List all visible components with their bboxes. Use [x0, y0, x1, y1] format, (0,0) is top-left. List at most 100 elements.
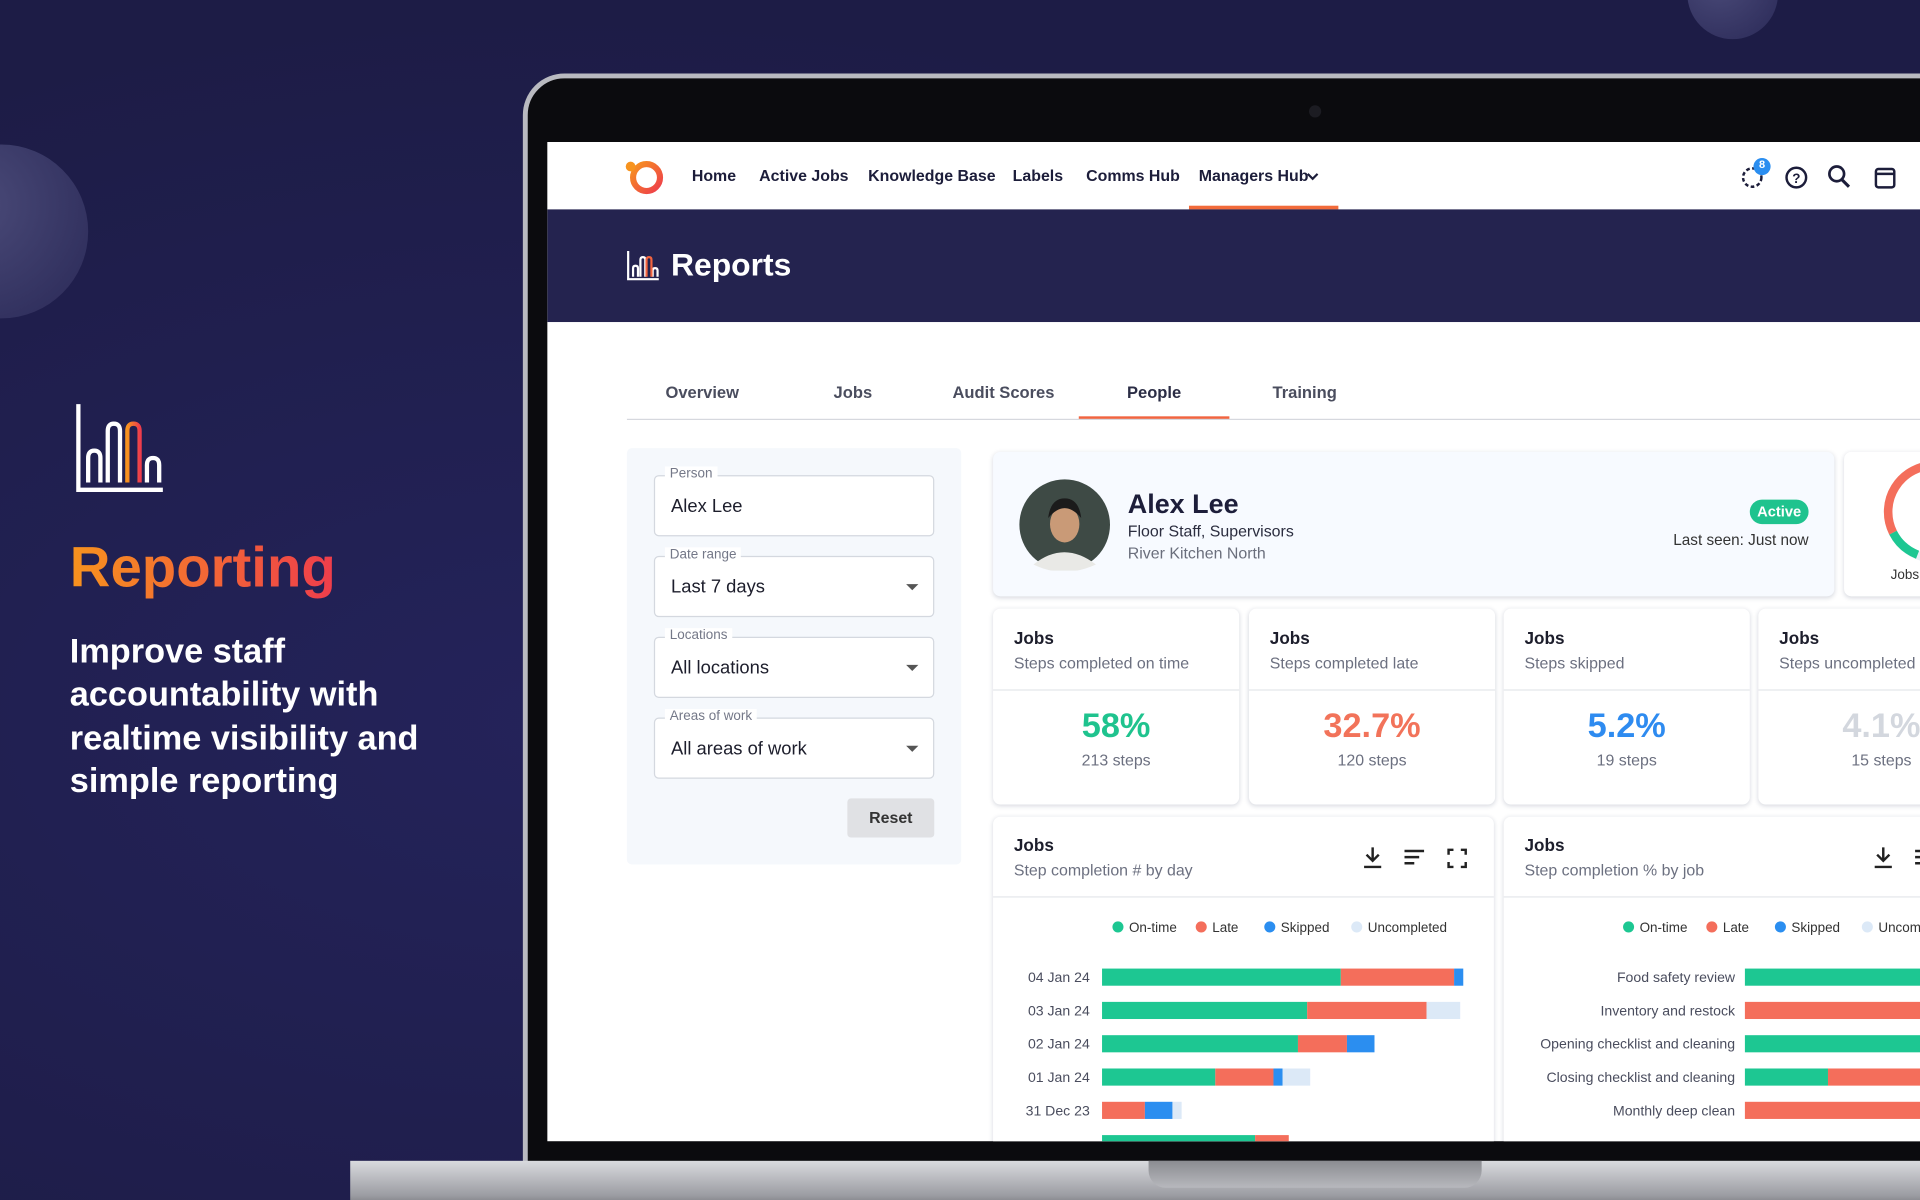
- stat-value: 5.2%: [1587, 706, 1666, 745]
- bar-segment: [1255, 1135, 1289, 1142]
- divider: [1503, 896, 1920, 898]
- bar-segment: [1144, 1101, 1173, 1119]
- areas-select[interactable]: Areas of work All areas of work: [653, 708, 935, 779]
- bar-segment: [1340, 968, 1455, 986]
- field-label: Areas of work: [664, 708, 758, 724]
- stat-detail: 15 steps: [1851, 750, 1912, 769]
- bar-segment: [1744, 1068, 1828, 1086]
- chart-card: Jobs Step completion % by job On-time Lat…: [1503, 816, 1920, 1142]
- stat-card: Jobs Steps uncompleted 4.1% 15 steps: [1758, 608, 1920, 805]
- nav-item[interactable]: Home: [691, 166, 737, 185]
- tab[interactable]: Audit Scores: [952, 383, 1055, 402]
- chart-plot: On-time Late Skipped Uncompleted 04 Jan 24 03…: [1026, 920, 1464, 1142]
- stat-title: Jobs: [1779, 628, 1820, 648]
- stat-subtitle: Steps completed on time: [1013, 653, 1190, 673]
- nav-item[interactable]: Knowledge Base: [868, 166, 996, 185]
- tab[interactable]: Jobs: [833, 383, 873, 402]
- chart-card: Jobs Step completion # by day On-time Lat…: [993, 816, 1494, 1142]
- stat-title: Jobs: [1013, 628, 1054, 648]
- bar-segment: [1744, 1035, 1920, 1053]
- chart-title: Jobs: [1013, 835, 1054, 855]
- nav-item[interactable]: Managers Hub: [1188, 142, 1338, 210]
- field-value: Last 7 days: [671, 576, 765, 598]
- date-range-select[interactable]: Date range Last 7 days: [653, 547, 935, 618]
- status-badge: Active: [1749, 499, 1809, 525]
- category-label: 01 Jan 24: [1028, 1069, 1090, 1085]
- field-label: Date range: [664, 547, 742, 563]
- chart-toolbar[interactable]: [1360, 844, 1482, 873]
- profile-name: Alex Lee: [1127, 488, 1239, 520]
- divider: [1503, 689, 1750, 691]
- tab[interactable]: People: [1078, 372, 1230, 421]
- field-value: All locations: [671, 657, 770, 679]
- legend-swatch: [1112, 921, 1124, 933]
- legend-label: Late: [1212, 920, 1238, 935]
- legend-label: Uncompleted: [1878, 920, 1920, 935]
- bar-segment: [1744, 1101, 1920, 1119]
- divider: [1248, 689, 1496, 691]
- stat-value: 32.7%: [1323, 706, 1421, 745]
- legend-swatch: [1861, 921, 1873, 933]
- decor-circle: [1687, 0, 1778, 40]
- field-value: Alex Lee: [671, 495, 743, 517]
- nav-item[interactable]: Active Jobs: [759, 166, 849, 185]
- navbar: Home Active Jobs Knowledge Base Labels C…: [547, 142, 1920, 210]
- bar-segment: [1426, 1001, 1461, 1020]
- bar-segment: [1744, 1001, 1920, 1020]
- stat-value: 58%: [1081, 706, 1151, 745]
- stat-title: Jobs: [1524, 628, 1565, 648]
- reports-icon: [627, 251, 659, 281]
- stat-card: Jobs Steps completed late 32.7% 120 step…: [1248, 608, 1496, 805]
- chevron: [1306, 173, 1319, 181]
- category-label: 31 Dec 23: [1026, 1102, 1090, 1118]
- stat-detail: 213 steps: [1081, 750, 1151, 769]
- category-label: 02 Jan 24: [1028, 1036, 1090, 1052]
- field-value: All areas of work: [671, 738, 807, 760]
- bar-segment: [1172, 1101, 1182, 1119]
- category-label: Closing checklist and cleaning: [1546, 1069, 1735, 1085]
- nav-item[interactable]: Comms Hub: [1086, 166, 1180, 185]
- chart-subtitle: Step completion % by job: [1524, 860, 1705, 880]
- legend-swatch: [1774, 921, 1786, 933]
- bar-segment: [1454, 968, 1464, 986]
- category-label: 03 Jan 24: [1028, 1002, 1090, 1018]
- category-label: Monthly deep clean: [1613, 1102, 1735, 1118]
- stat-card: Jobs Steps completed on time 58% 213 ste…: [993, 608, 1240, 805]
- toolbar-icons: ?: [1741, 157, 1896, 189]
- last-seen: Last seen: Just now: [1673, 531, 1809, 549]
- legend-label: On-time: [1640, 920, 1688, 935]
- chart-subtitle: Step completion # by day: [1013, 860, 1193, 880]
- jobs-summary-card: Jobs: [1844, 451, 1920, 597]
- stat-value: 4.1%: [1842, 706, 1920, 745]
- bar-segment: [1102, 1068, 1216, 1086]
- page-title: Reports: [671, 246, 792, 283]
- legend-swatch: [1264, 921, 1276, 933]
- bar-segment: [1102, 968, 1341, 986]
- bar-segment: [1282, 1068, 1311, 1086]
- chart-toolbar[interactable]: [1871, 844, 1920, 873]
- reset-button[interactable]: Reset: [847, 798, 935, 838]
- stat-card: Jobs Steps skipped 5.2% 19 steps: [1503, 608, 1750, 805]
- tab[interactable]: Overview: [665, 383, 739, 402]
- filter-panel: Person Alex Lee Date range Last 7 days L…: [626, 448, 962, 865]
- donut: [1883, 463, 1920, 561]
- bar-segment: [1307, 1001, 1427, 1020]
- profile-location: River Kitchen North: [1127, 543, 1266, 563]
- locations-select[interactable]: Locations All locations: [653, 628, 935, 698]
- legend-swatch: [1706, 921, 1718, 933]
- caret: [906, 584, 919, 591]
- summary-label: Jobs: [1890, 568, 1920, 583]
- bar-segment: [1827, 1068, 1920, 1086]
- nav-item[interactable]: Labels: [1012, 166, 1064, 185]
- stat-detail: 19 steps: [1596, 750, 1657, 769]
- bar-segment: [1102, 1035, 1298, 1053]
- screen: Home Active Jobs Knowledge Base Labels C…: [547, 142, 1920, 1142]
- tab[interactable]: Training: [1272, 383, 1337, 402]
- legend-label: Skipped: [1281, 920, 1330, 935]
- person-field[interactable]: Person Alex Lee: [653, 466, 935, 537]
- legend-label: Skipped: [1791, 920, 1840, 935]
- bar-segment: [1273, 1068, 1283, 1086]
- divider: [993, 896, 1494, 898]
- promo-body: Improve staff accountability with realti…: [69, 631, 419, 800]
- field-label: Person: [664, 466, 718, 482]
